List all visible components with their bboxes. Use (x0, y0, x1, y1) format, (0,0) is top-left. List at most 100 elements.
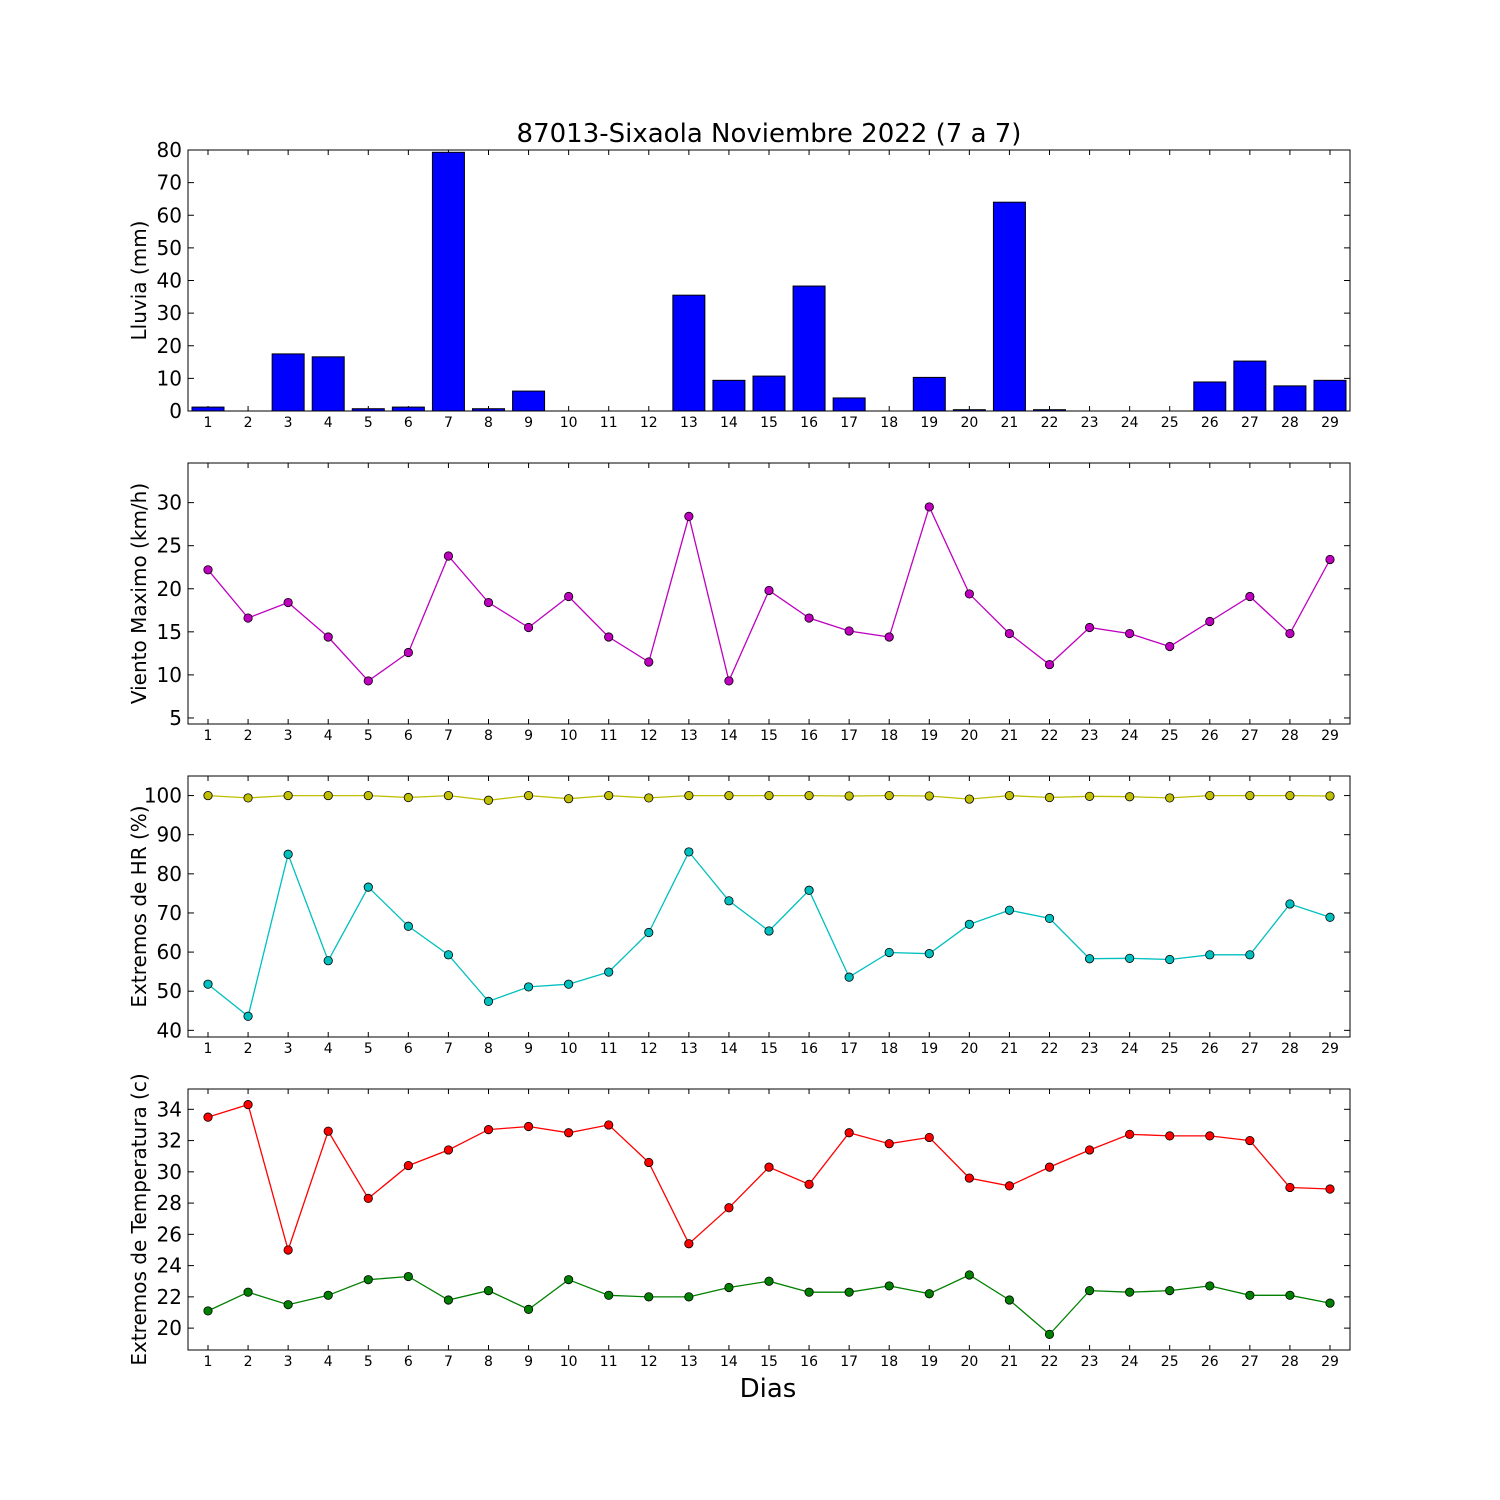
x-tick-label: 16 (800, 728, 818, 744)
x-tick-label: 13 (680, 1354, 698, 1370)
x-tick-label: 8 (484, 415, 493, 431)
x-tick-label: 21 (1001, 1354, 1019, 1370)
point-s2-day-12 (644, 927, 654, 938)
point-s2-day-17 (844, 1287, 854, 1297)
bar-day-4 (311, 356, 345, 412)
point-s1-day-14 (724, 1203, 734, 1213)
point-s1-day-20 (964, 794, 974, 804)
x-tick-label: 17 (840, 1041, 858, 1057)
x-tick-label: 26 (1201, 1354, 1219, 1370)
x-tick-label: 22 (1041, 1041, 1059, 1057)
x-tick-label: 19 (920, 1041, 938, 1057)
point-s1-day-16 (804, 1179, 814, 1189)
point-s2-day-2 (243, 1011, 253, 1021)
point-s2-day-15 (764, 926, 774, 936)
x-tick-label: 2 (244, 728, 253, 744)
point-s1-day-15 (764, 585, 774, 596)
point-s1-day-11 (604, 790, 614, 801)
x-tick-label: 6 (404, 1041, 413, 1057)
x-tick-label: 14 (720, 1041, 738, 1057)
y-tick-label: 70 (157, 901, 182, 925)
x-tick-label: 25 (1161, 728, 1179, 744)
x-tick-label: 14 (720, 1354, 738, 1370)
point-s2-day-5 (363, 1275, 373, 1285)
x-tick-label: 26 (1201, 1041, 1219, 1057)
y-tick-label: 20 (157, 577, 182, 601)
point-s1-day-27 (1245, 591, 1255, 602)
x-tick-label: 19 (920, 415, 938, 431)
x-tick-label: 15 (760, 728, 778, 744)
bar-day-20 (952, 409, 986, 412)
x-tick-label: 28 (1281, 728, 1299, 744)
x-tick-label: 7 (444, 415, 453, 431)
x-tick-label: 27 (1241, 1041, 1259, 1057)
point-s2-day-3 (283, 1300, 293, 1310)
point-s1-day-7 (443, 1145, 454, 1155)
point-s2-day-22 (1044, 1329, 1055, 1339)
x-tick-label: 23 (1081, 728, 1099, 744)
x-tick-label: 10 (560, 1354, 578, 1370)
point-s1-day-28 (1285, 790, 1295, 801)
x-tick-label: 21 (1001, 415, 1019, 431)
point-s2-day-25 (1165, 1286, 1175, 1296)
point-s1-day-13 (684, 790, 694, 801)
x-tick-label: 23 (1081, 1041, 1099, 1057)
point-s1-day-11 (604, 1120, 614, 1130)
x-tick-label: 15 (760, 415, 778, 431)
point-s2-day-5 (363, 882, 373, 892)
point-s1-day-5 (363, 790, 373, 801)
point-s1-day-23 (1084, 1145, 1095, 1155)
x-tick-label: 15 (760, 1041, 778, 1057)
x-tick-label: 16 (800, 415, 818, 431)
point-s2-day-6 (403, 1271, 413, 1282)
point-s1-day-12 (644, 793, 654, 803)
point-s1-day-21 (1004, 628, 1015, 639)
point-s1-day-18 (884, 790, 894, 801)
x-tick-label: 3 (284, 415, 293, 431)
y-tick-label: 70 (157, 171, 182, 195)
point-s1-day-24 (1125, 628, 1135, 639)
point-s2-day-19 (924, 949, 934, 959)
x-tick-label: 10 (560, 728, 578, 744)
x-tick-label: 19 (920, 728, 938, 744)
point-s1-day-1 (203, 790, 213, 801)
y-tick-label: 5 (169, 706, 182, 730)
point-s2-day-4 (323, 1290, 333, 1300)
x-tick-label: 28 (1281, 1041, 1299, 1057)
point-s2-day-25 (1165, 954, 1175, 965)
x-tick-label: 17 (840, 415, 858, 431)
point-s2-day-1 (203, 1306, 213, 1316)
x-tick-label: 22 (1041, 728, 1059, 744)
bar-day-17 (832, 397, 866, 412)
x-tick-label: 29 (1321, 1354, 1339, 1370)
y-tick-label: 10 (157, 663, 182, 687)
y-tick-label: 30 (157, 1160, 182, 1184)
x-tick-label: 11 (600, 415, 618, 431)
x-tick-label: 17 (840, 728, 858, 744)
bar-day-14 (712, 379, 746, 412)
x-tick-label: 5 (364, 415, 373, 431)
x-tick-label: 6 (404, 1354, 413, 1370)
y-axis-label: Lluvia (mm) (127, 221, 151, 341)
point-s1-day-19 (924, 1132, 934, 1143)
point-s1-day-14 (724, 676, 734, 686)
point-s1-day-7 (443, 551, 454, 561)
x-tick-label: 2 (244, 1354, 253, 1370)
point-s2-day-9 (523, 982, 534, 992)
bar-day-22 (1033, 409, 1066, 412)
x-tick-label: 1 (204, 1041, 213, 1057)
x-tick-label: 12 (640, 728, 658, 744)
x-tick-label: 8 (484, 728, 493, 744)
point-s1-day-16 (804, 613, 814, 623)
y-tick-label: 60 (157, 203, 182, 227)
y-tick-label: 26 (157, 1222, 182, 1246)
x-tick-label: 29 (1321, 728, 1339, 744)
y-tick-label: 90 (157, 823, 182, 847)
point-s1-day-20 (964, 1173, 974, 1183)
point-s1-day-4 (323, 1126, 333, 1136)
y-tick-label: 50 (157, 979, 182, 1003)
point-s2-day-27 (1245, 950, 1255, 960)
